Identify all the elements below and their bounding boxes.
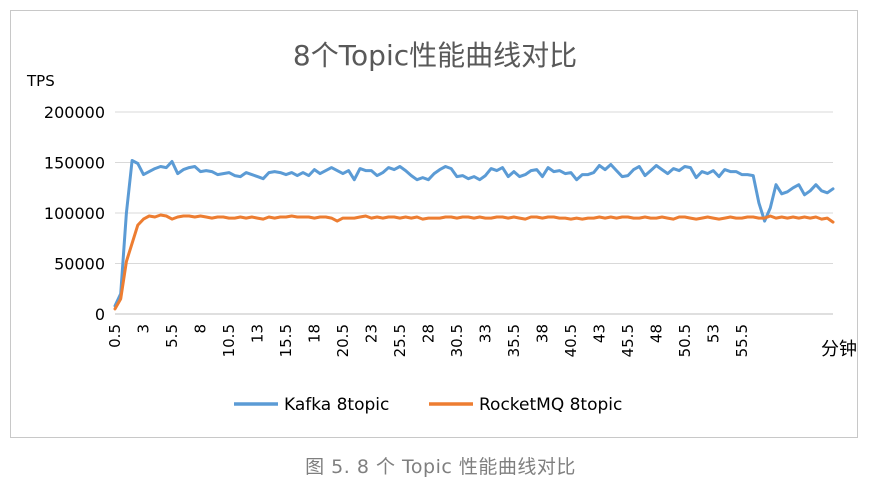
x-tick-label: 33: [476, 324, 494, 343]
chart-title: 8个Topic性能曲线对比: [293, 39, 577, 72]
x-tick-label: 13: [248, 324, 266, 343]
x-tick-label: 20.5: [334, 324, 352, 357]
x-tick-label: 18: [305, 324, 323, 343]
x-axis-label: 分钟: [821, 339, 857, 360]
y-tick-labels: 0 50000 100000 150000 200000: [44, 103, 105, 324]
x-tick-label: 43: [590, 324, 608, 343]
x-tick-label: 10.5: [220, 324, 238, 357]
line-chart: 8个Topic性能曲线对比 TPS 0 50000 100000 150000 2000…: [26, 39, 857, 415]
x-tick-label: 15.5: [277, 324, 295, 357]
y-axis-label: TPS: [26, 72, 55, 90]
legend-label: RocketMQ 8topic: [479, 395, 622, 415]
series-lines: [113, 159, 835, 311]
x-tick-label: 3: [134, 324, 152, 334]
x-tick-label: 48: [647, 324, 665, 343]
x-tick-label: 50.5: [676, 324, 694, 357]
figure-caption: 图 5. 8 个 Topic 性能曲线对比: [305, 456, 576, 478]
series-line-1: [113, 213, 835, 311]
y-tick-label: 0: [95, 305, 105, 324]
x-tick-labels: 0.5 3 5.5 8 10.5 13 15.5 18 20.5 23 25.5 28 30.5 33 35…: [106, 324, 751, 357]
x-tick-label: 40.5: [562, 324, 580, 357]
y-tick-label: 100000: [44, 204, 105, 223]
x-tick-label: 38: [533, 324, 551, 343]
x-tick-label: 30.5: [448, 324, 466, 357]
legend-label: Kafka 8topic: [284, 395, 389, 415]
x-tick-label: 55.5: [733, 324, 751, 357]
y-tick-label: 50000: [54, 255, 105, 274]
legend: Kafka 8topic RocketMQ 8topic: [234, 395, 622, 415]
x-tick-label: 23: [362, 324, 380, 343]
x-tick-label: 5.5: [163, 324, 181, 348]
x-tick-label: 25.5: [391, 324, 409, 357]
y-tick-label: 150000: [44, 154, 105, 173]
y-tick-label: 200000: [44, 103, 105, 122]
chart-frame: 8个Topic性能曲线对比 TPS 0 50000 100000 150000 2000…: [10, 10, 858, 438]
gridlines: [115, 111, 833, 315]
x-tick-label: 28: [419, 324, 437, 343]
x-tick-label: 8: [191, 324, 209, 334]
x-tick-label: 45.5: [619, 324, 637, 357]
x-tick-label: 35.5: [505, 324, 523, 357]
x-tick-label: 53: [704, 324, 722, 343]
series-line-0: [113, 159, 835, 308]
x-tick-label: 0.5: [106, 324, 124, 348]
